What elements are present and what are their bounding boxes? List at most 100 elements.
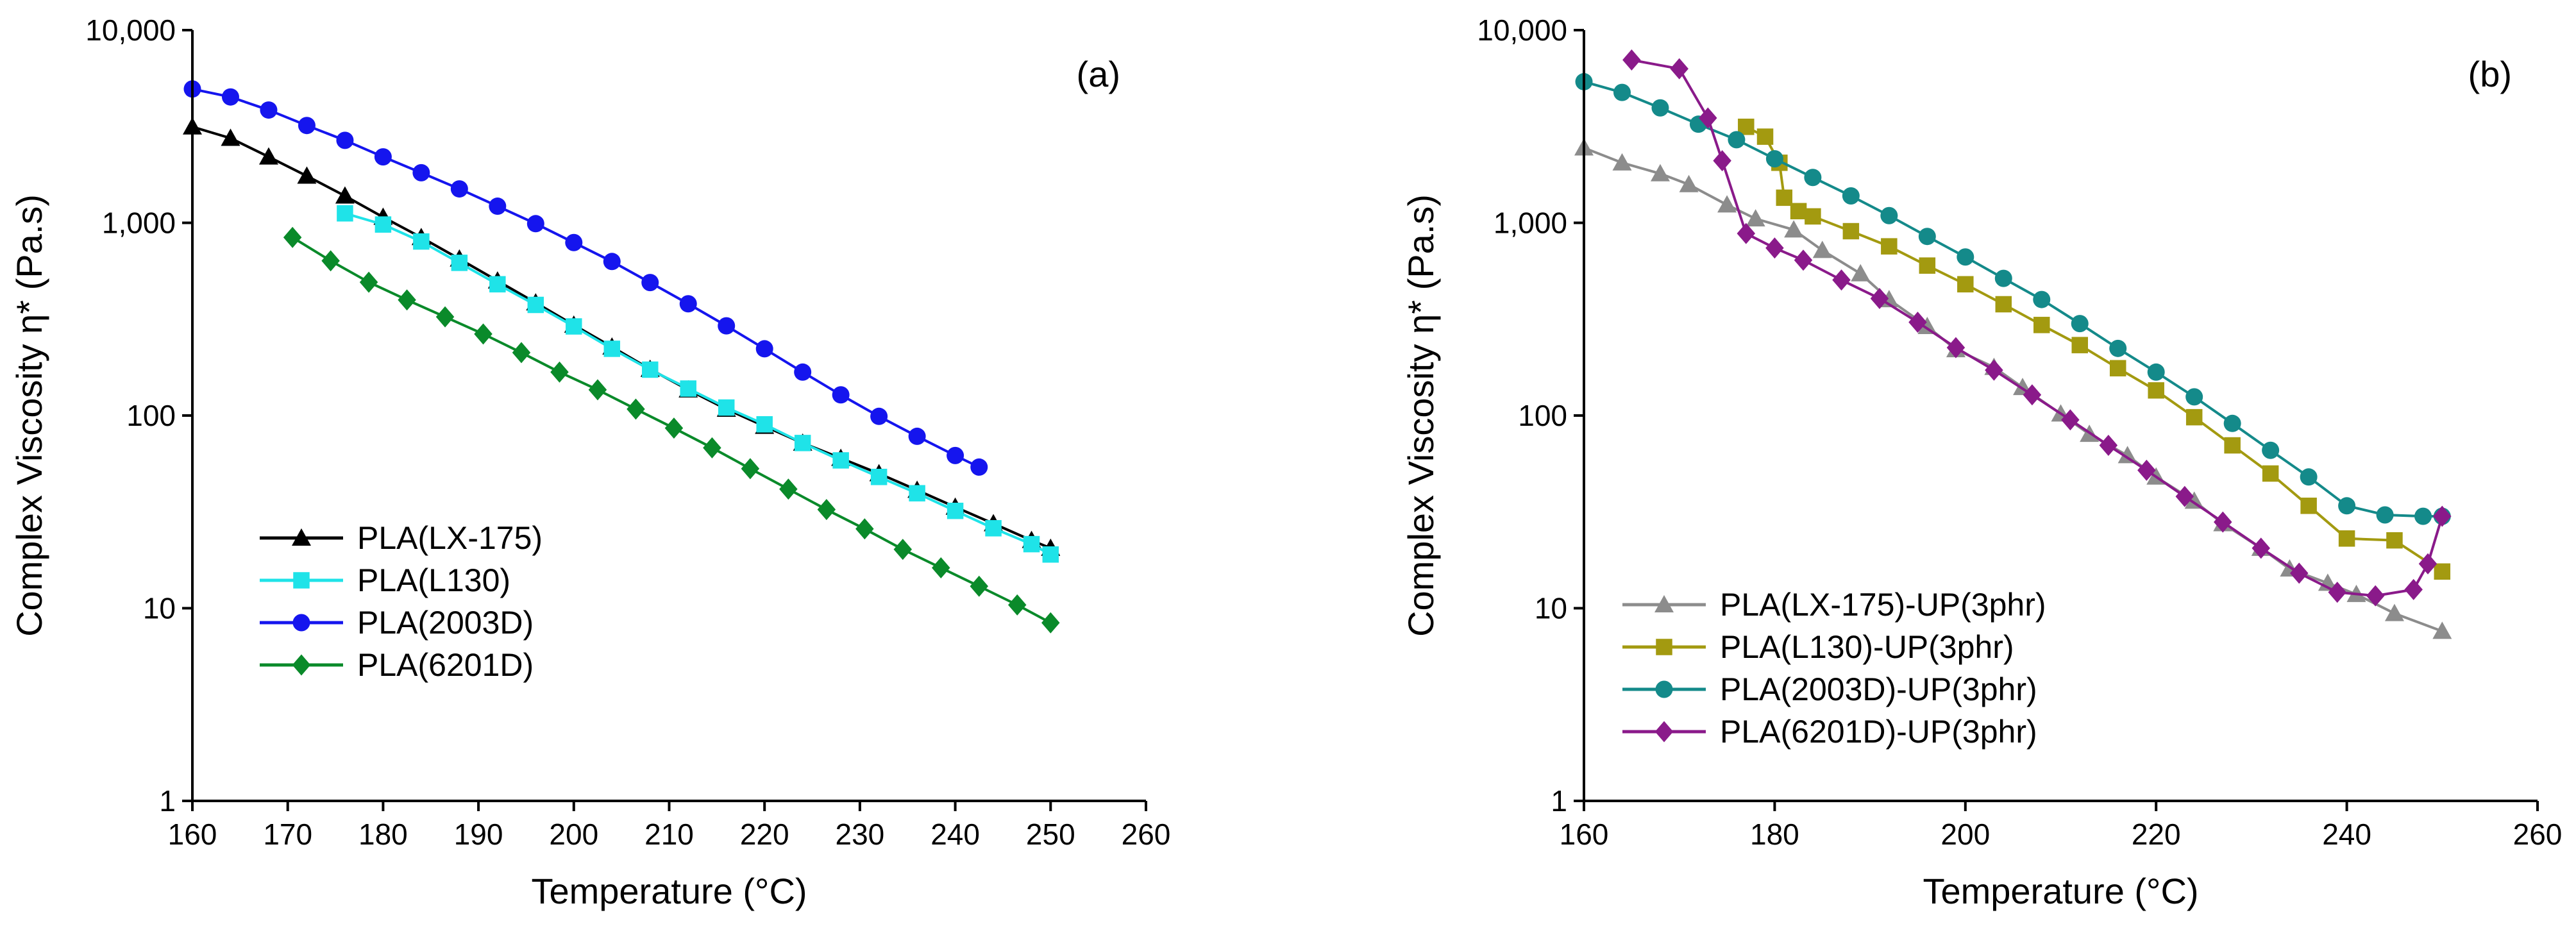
- data-point: [321, 250, 340, 272]
- data-point: [642, 361, 659, 378]
- data-point: [336, 131, 354, 149]
- data-point: [1957, 276, 1974, 293]
- data-point: [1776, 189, 1793, 206]
- data-point: [1946, 337, 1966, 358]
- data-point: [2386, 532, 2403, 549]
- data-point: [680, 380, 696, 397]
- data-point: [2109, 360, 2126, 376]
- data-point: [260, 101, 278, 119]
- data-point: [679, 295, 697, 313]
- data-point: [1713, 150, 1731, 172]
- data-point: [741, 458, 760, 480]
- data-point: [1804, 169, 1822, 187]
- x-tick-label: 220: [740, 818, 789, 851]
- panel-label: (b): [2468, 54, 2512, 94]
- data-point: [1842, 223, 1860, 240]
- data-point: [2384, 603, 2404, 621]
- data-point: [1756, 128, 1774, 145]
- data-point: [893, 539, 913, 560]
- x-tick-label: 230: [836, 818, 885, 851]
- data-point: [1805, 208, 1821, 225]
- data-point: [2117, 446, 2137, 464]
- data-point: [1881, 238, 1898, 255]
- data-series: [1574, 138, 2452, 639]
- data-point: [2147, 363, 2165, 381]
- data-point: [909, 485, 925, 501]
- data-point: [2109, 339, 2127, 357]
- legend-item: PLA(6201D): [260, 647, 534, 683]
- data-point: [2300, 468, 2318, 486]
- data-point: [2224, 437, 2241, 454]
- legend-item: PLA(2003D)-UP(3phr): [1622, 671, 2037, 707]
- x-tick-label: 260: [2513, 818, 2563, 851]
- data-point: [985, 520, 1002, 537]
- data-point: [2061, 409, 2080, 431]
- x-tick-label: 220: [2132, 818, 2181, 851]
- data-point: [489, 198, 507, 215]
- data-point: [2033, 317, 2050, 333]
- y-axis-title: Complex Viscosity η* (Pa.s): [9, 194, 49, 637]
- data-point: [1917, 317, 1937, 335]
- data-point: [2262, 441, 2280, 459]
- legend-item: PLA(LX-175)-UP(3phr): [1622, 587, 2046, 623]
- legend-label: PLA(LX-175): [357, 520, 543, 556]
- y-tick-label: 1: [1551, 784, 1567, 818]
- data-point: [2328, 582, 2346, 603]
- data-point: [1794, 249, 1813, 271]
- data-point: [817, 499, 836, 521]
- data-point: [755, 340, 773, 358]
- data-point: [1880, 206, 1898, 224]
- data-point: [603, 253, 621, 271]
- data-point: [970, 458, 988, 476]
- data-point: [565, 233, 583, 251]
- y-tick-label: 1,000: [1494, 206, 1567, 240]
- data-point: [970, 575, 989, 597]
- data-point: [1919, 257, 1936, 274]
- data-point: [870, 407, 888, 425]
- data-point: [1957, 248, 1974, 266]
- legend-label: PLA(LX-175)-UP(3phr): [1720, 587, 2046, 623]
- data-point: [855, 518, 874, 540]
- x-tick-label: 200: [1940, 818, 1990, 851]
- data-point: [1842, 187, 1860, 205]
- data-point: [2262, 465, 2279, 482]
- series-line: [192, 125, 1052, 550]
- data-point: [375, 216, 392, 233]
- y-tick-label: 1,000: [102, 206, 176, 240]
- data-point: [947, 446, 964, 464]
- data-point: [1008, 594, 1027, 616]
- data-point: [703, 437, 721, 458]
- data-point: [2071, 315, 2089, 333]
- legend: PLA(LX-175) PLA(L130) PLA(2003D) PLA(6201D): [260, 520, 543, 683]
- legend-item: PLA(LX-175): [260, 520, 543, 556]
- data-point: [2148, 382, 2164, 399]
- data-point: [526, 215, 544, 233]
- data-point: [435, 306, 455, 328]
- data-point: [2404, 578, 2423, 600]
- data-series: [337, 205, 1059, 563]
- data-point: [756, 416, 773, 433]
- data-point: [297, 166, 317, 184]
- data-point: [932, 557, 950, 579]
- data-point: [298, 117, 316, 135]
- data-point: [832, 386, 850, 404]
- chart-panel-b: 160 180 200 220 240 260 1 10 100 1,000 10,000 Tempe…: [1401, 13, 2562, 911]
- data-point: [870, 469, 888, 485]
- data-point: [221, 88, 239, 106]
- data-point: [794, 435, 811, 451]
- x-tick-label: 190: [454, 818, 503, 851]
- x-tick-label: 160: [1560, 818, 1609, 851]
- chart-panel-a: 160 170 180 190 200 210 220 230 240 250 260 1 10 100 1…: [9, 13, 1170, 911]
- x-axis-title: Temperature (°C): [531, 871, 807, 911]
- legend-marker: [1654, 595, 1674, 612]
- data-point: [1670, 58, 1688, 80]
- data-point: [1679, 174, 1699, 192]
- data-point: [1023, 535, 1040, 553]
- series-line: [1583, 146, 2443, 633]
- data-point: [2414, 507, 2432, 525]
- data-point: [1612, 153, 1632, 171]
- data-point: [2366, 585, 2385, 607]
- legend-marker: [292, 528, 311, 546]
- data-point: [2418, 553, 2437, 575]
- data-point: [908, 427, 926, 445]
